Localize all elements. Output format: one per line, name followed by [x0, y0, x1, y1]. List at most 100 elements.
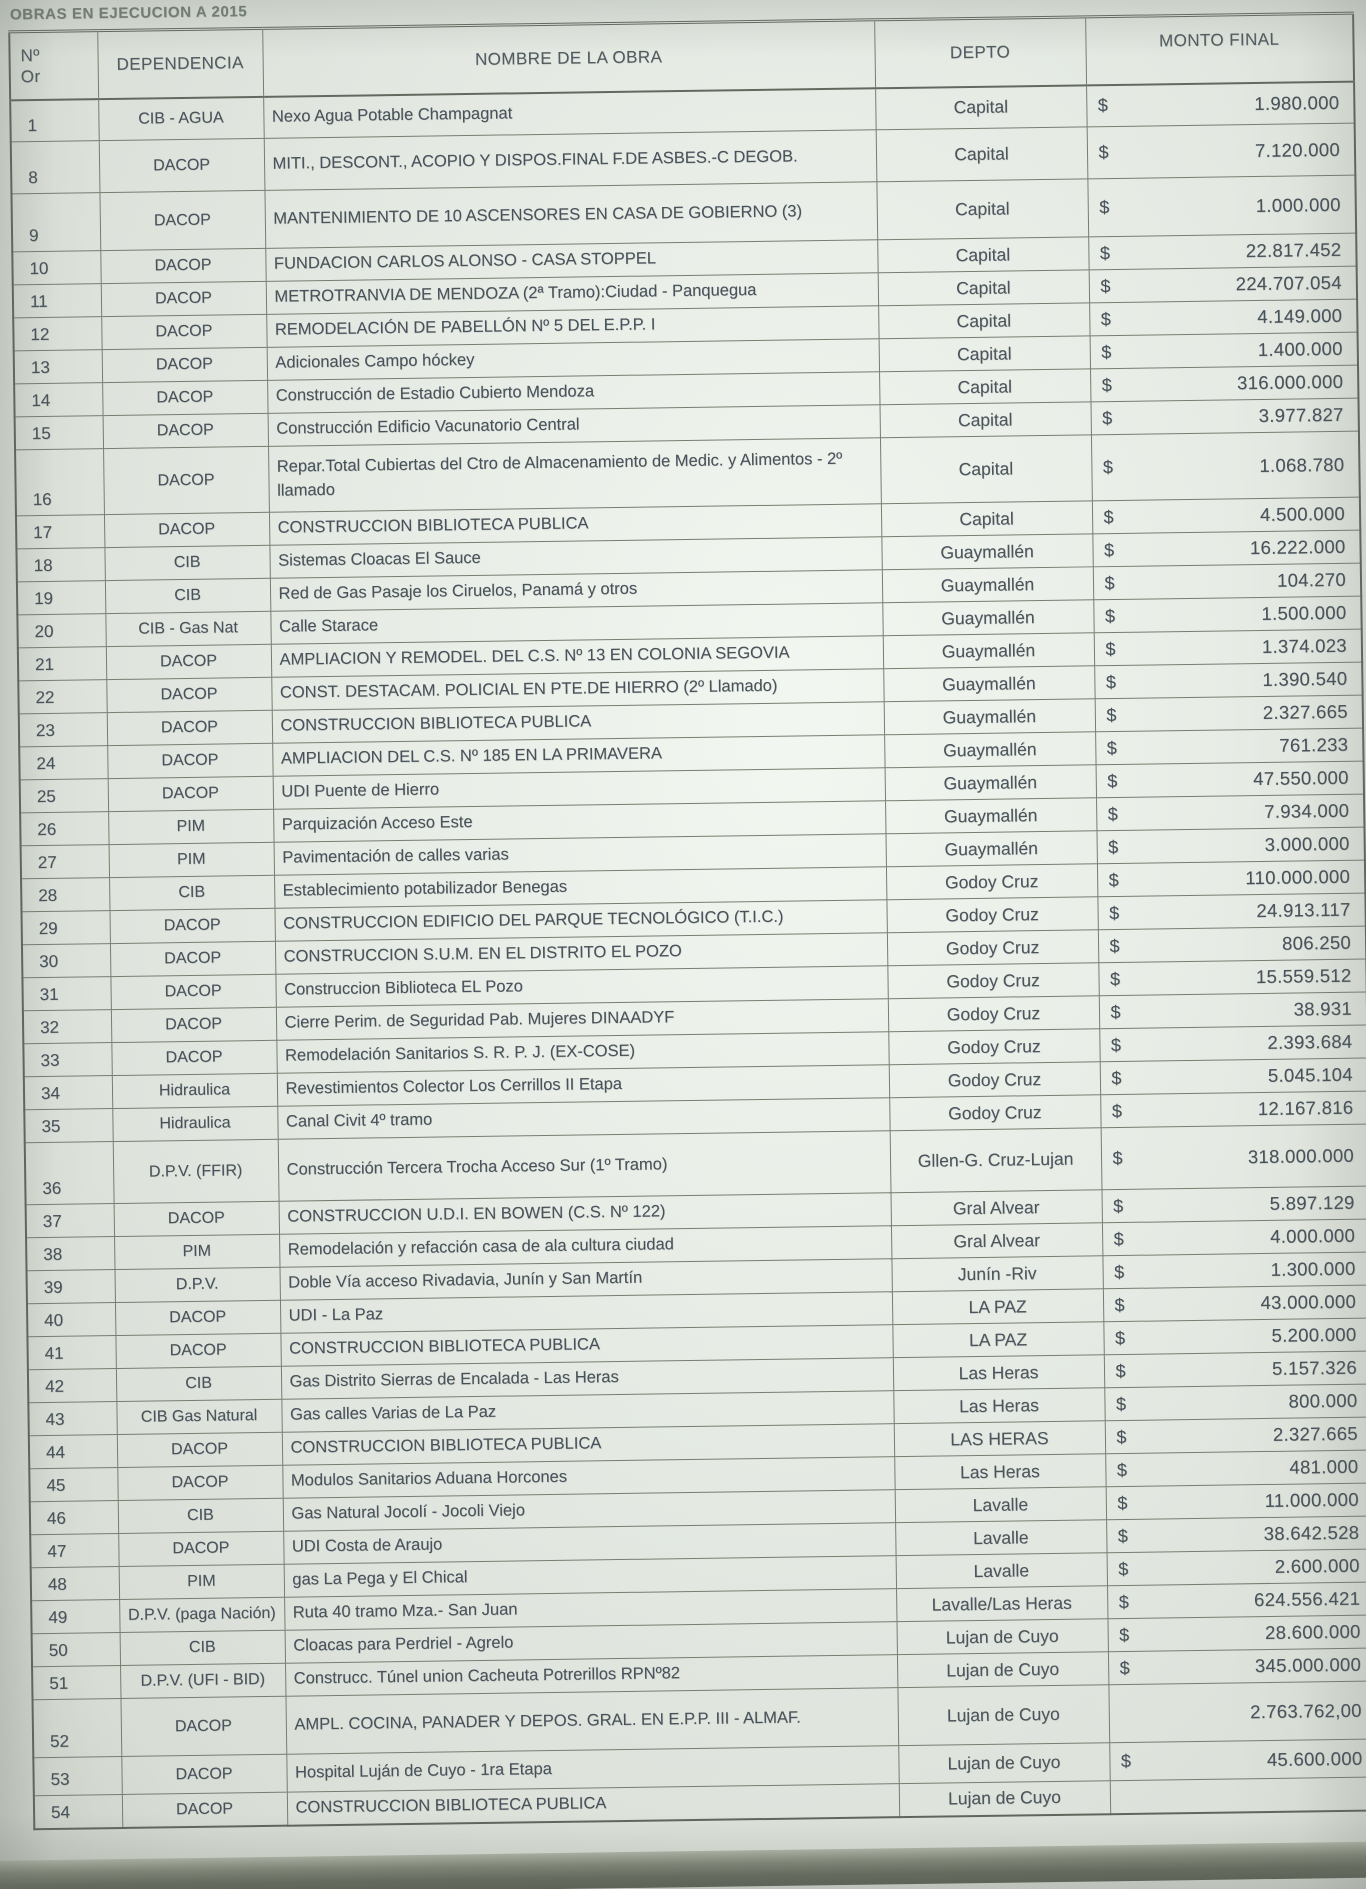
currency-symbol: $ [1099, 197, 1110, 218]
depto-cell: Capital [878, 335, 1091, 372]
dependencia-cell: DACOP [114, 1300, 281, 1336]
currency-symbol: $ [1101, 341, 1112, 362]
monto-cell-content: $ 22.817.452 [1089, 239, 1356, 265]
monto-value: 4.500.000 [1259, 502, 1346, 525]
monto-cell: $ 28.600.000 [1107, 1614, 1366, 1652]
currency-symbol: $ [1107, 770, 1118, 791]
depto-cell: Lavalle [894, 1486, 1107, 1523]
dependencia-cell: DACOP [107, 743, 273, 779]
depto-cell: Gral Alvear [890, 1222, 1103, 1259]
row-number-cell: 28 [21, 877, 110, 912]
monto-value: 316.000.000 [1236, 370, 1344, 394]
monto-value: 11.000.000 [1264, 1488, 1359, 1512]
dependencia-cell: DACOP [101, 347, 268, 383]
depto-cell: Godoy Cruz [889, 1094, 1101, 1131]
depto-cell: Godoy Cruz [888, 1028, 1100, 1065]
monto-cell-content: 2.763.762,00 [1109, 1699, 1366, 1725]
header-depto: DEPTO [874, 16, 1087, 88]
monto-cell-content: $ 7.120.000 [1087, 138, 1354, 164]
dependencia-cell: CIB [109, 875, 275, 911]
monto-cell: $ 3.977.827 [1090, 398, 1359, 435]
monto-cell: $ 5.045.104 [1099, 1058, 1366, 1095]
dependencia-cell: DACOP [109, 941, 276, 977]
monto-cell-content: $ 1.300.000 [1103, 1258, 1366, 1284]
monto-cell-content: $ 3.000.000 [1097, 833, 1364, 859]
row-number-cell: 15 [14, 415, 104, 450]
monto-cell: $ 2.327.665 [1104, 1417, 1366, 1454]
depto-cell: Las Heras [894, 1453, 1106, 1490]
monto-cell-content: $ 7.934.000 [1097, 800, 1364, 826]
row-number-cell: 30 [21, 943, 111, 978]
obra-cell: MANTENIMIENTO DE 10 ASCENSORES EN CASA D… [264, 181, 878, 249]
monto-cell-content: $ 24.913.117 [1098, 899, 1365, 925]
depto-cell: LA PAZ [891, 1288, 1104, 1325]
row-number-cell: 20 [17, 613, 106, 648]
currency-symbol: $ [1117, 1525, 1128, 1546]
monto-cell: $ 4.500.000 [1091, 497, 1361, 534]
dependencia-cell: DACOP [103, 512, 270, 548]
dependencia-cell: D.P.V. (paga Nación) [119, 1597, 285, 1633]
dependencia-cell: DACOP [105, 644, 272, 680]
row-number-cell: 33 [23, 1042, 112, 1077]
depto-cell: Lavalle [895, 1552, 1108, 1589]
monto-value: 5.200.000 [1271, 1323, 1357, 1346]
obra-cell: MITI., DESCONT., ACOPIO Y DISPOS.FINAL F… [263, 129, 877, 191]
monto-value: 5.897.129 [1269, 1191, 1355, 1214]
depto-cell: Guaymallén [882, 632, 1095, 669]
row-number-cell: 27 [20, 844, 110, 879]
monto-cell [1109, 1776, 1366, 1814]
monto-cell: $ 16.222.000 [1092, 530, 1361, 567]
monto-cell-content: $ 38.931 [1099, 998, 1366, 1024]
dependencia-cell: D.P.V. (FFIR) [112, 1139, 279, 1204]
dependencia-cell: DACOP [109, 908, 275, 944]
monto-cell-content: $ 45.600.000 [1110, 1747, 1366, 1773]
dependencia-cell: Hidraulica [112, 1106, 278, 1142]
monto-cell-content: $ 110.000.000 [1098, 866, 1365, 892]
currency-symbol: $ [1098, 142, 1109, 163]
currency-symbol: $ [1118, 1558, 1129, 1579]
row-number-cell: 8 [10, 140, 100, 194]
document-page: OBRAS EN EJECUCION A 2015 Nº Or DEPENDEN… [8, 0, 1366, 1830]
monto-cell-content: $ 28.600.000 [1108, 1620, 1366, 1646]
monto-cell-content: $ 1.390.540 [1095, 668, 1362, 694]
depto-cell: Lavalle/Las Heras [896, 1585, 1108, 1622]
monto-value: 1.390.540 [1262, 667, 1348, 690]
monto-cell-content: $ 12.167.816 [1101, 1097, 1366, 1123]
dependencia-cell: DACOP [118, 1531, 284, 1567]
depto-cell: Capital [878, 302, 1090, 339]
monto-value: 481.000 [1289, 1455, 1359, 1478]
dependencia-cell: CIB - Gas Nat [105, 611, 271, 647]
currency-symbol: $ [1116, 1426, 1127, 1447]
monto-cell: $ 1.400.000 [1089, 332, 1359, 369]
currency-symbol: $ [1109, 968, 1121, 989]
dependencia-cell: CIB [115, 1366, 282, 1402]
currency-symbol: $ [1106, 737, 1117, 758]
row-number-cell: 54 [33, 1794, 123, 1829]
row-number-cell: 22 [18, 679, 107, 714]
depto-cell: Capital [876, 178, 1089, 240]
currency-symbol: $ [1113, 1261, 1125, 1282]
monto-cell: $ 4.149.000 [1089, 299, 1358, 336]
currency-symbol: $ [1115, 1360, 1126, 1381]
row-number-cell: 36 [24, 1141, 114, 1205]
row-number-cell: 46 [29, 1500, 119, 1535]
row-number-cell: 47 [30, 1533, 119, 1568]
monto-value: 28.600.000 [1264, 1620, 1361, 1644]
depto-cell: Lavalle [895, 1519, 1107, 1556]
monto-cell-content: $ 1.400.000 [1090, 338, 1357, 364]
monto-cell-content: $ 15.559.512 [1099, 965, 1366, 991]
monto-value: 7.120.000 [1254, 138, 1341, 161]
monto-value: 800.000 [1288, 1389, 1358, 1412]
monto-value: 5.045.104 [1267, 1063, 1354, 1086]
monto-cell: $ 45.600.000 [1109, 1738, 1366, 1781]
row-number-cell: 50 [31, 1632, 121, 1667]
monto-cell: $ 224.707.054 [1088, 266, 1358, 303]
monto-value: 3.977.827 [1258, 403, 1344, 426]
dependencia-cell: DACOP [98, 138, 265, 193]
monto-cell: $ 110.000.000 [1096, 860, 1366, 897]
currency-symbol: $ [1119, 1657, 1130, 1678]
monto-cell-content: $ 2.327.665 [1095, 701, 1362, 727]
monto-cell: $ 481.000 [1105, 1449, 1366, 1487]
row-number-cell: 48 [30, 1566, 120, 1601]
currency-symbol: $ [1114, 1294, 1125, 1315]
